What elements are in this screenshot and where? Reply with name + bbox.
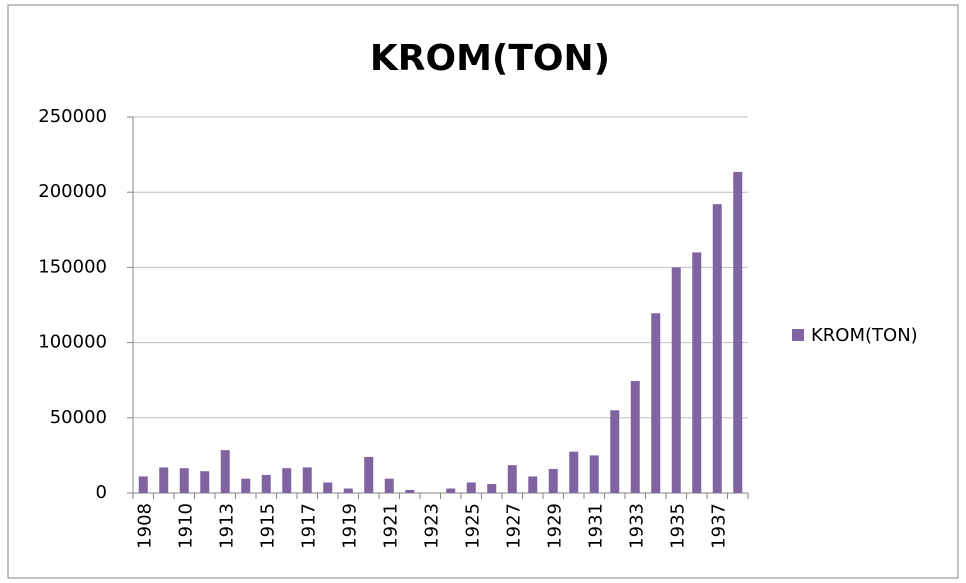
bar <box>671 267 681 493</box>
bar <box>241 478 251 493</box>
x-tick-label: 1927 <box>503 503 524 549</box>
chart-frame <box>7 4 959 579</box>
bar <box>323 482 333 493</box>
y-tick-label: 100000 <box>38 332 107 353</box>
bar <box>159 467 169 493</box>
bar <box>487 483 497 493</box>
bar <box>630 380 640 493</box>
bar <box>466 482 476 493</box>
x-tick-label: 1915 <box>257 503 278 549</box>
bar <box>138 476 148 493</box>
bar <box>302 467 312 493</box>
bar <box>589 455 599 493</box>
x-tick-label: 1929 <box>544 503 565 549</box>
x-tick-label: 1919 <box>339 503 360 549</box>
bar <box>610 410 620 493</box>
x-tick-label: 1935 <box>667 503 688 549</box>
bar <box>507 465 517 493</box>
x-tick-label: 1908 <box>134 503 155 549</box>
y-tick-label: 250000 <box>38 106 107 127</box>
x-tick-label: 1925 <box>462 503 483 549</box>
bar <box>220 450 230 493</box>
bar <box>446 488 456 493</box>
x-tick-label: 1933 <box>626 503 647 549</box>
bar <box>364 456 374 493</box>
bar <box>282 468 292 493</box>
legend-label: KROM(TON) <box>811 325 918 346</box>
x-tick-label: 1937 <box>708 503 729 549</box>
bar <box>569 451 579 493</box>
chart-title: KROM(TON) <box>370 38 610 79</box>
bar <box>528 476 538 493</box>
legend-swatch <box>792 329 804 341</box>
bar <box>384 478 394 493</box>
bar <box>692 252 702 493</box>
y-tick-label: 50000 <box>50 407 107 428</box>
bar <box>343 488 353 493</box>
x-tick-label: 1921 <box>380 503 401 549</box>
x-tick-label: 1910 <box>175 503 196 549</box>
x-tick-label: 1931 <box>585 503 606 549</box>
bar <box>200 471 210 493</box>
y-tick-label: 200000 <box>38 181 107 202</box>
y-tick-label: 150000 <box>38 256 107 277</box>
bar <box>733 171 743 493</box>
bar <box>712 204 722 493</box>
bar <box>179 468 189 493</box>
bar <box>651 313 661 493</box>
bar <box>548 468 558 493</box>
x-tick-label: 1917 <box>298 503 319 549</box>
y-tick-label: 0 <box>96 482 107 503</box>
x-tick-label: 1923 <box>421 503 442 549</box>
bar <box>405 489 415 493</box>
x-tick-label: 1913 <box>216 503 237 549</box>
bar <box>261 474 271 493</box>
